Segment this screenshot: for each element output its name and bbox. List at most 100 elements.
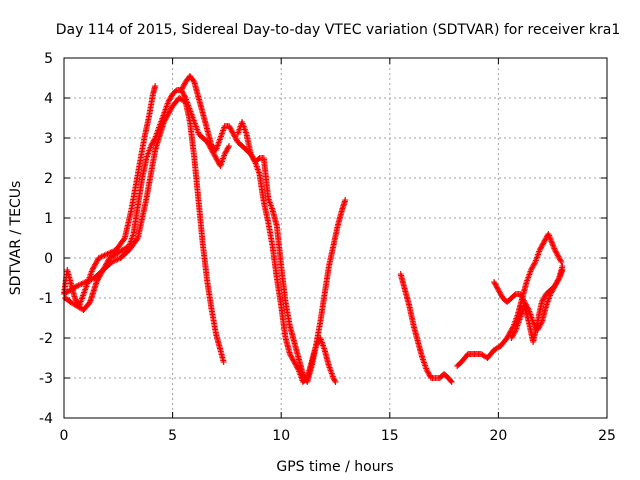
data-point [527,267,534,273]
data-point [100,253,107,259]
data-point [289,355,296,361]
data-point [529,264,536,271]
data-point [82,279,89,285]
data-point [94,277,101,284]
data-point [85,277,92,284]
data-point [552,248,559,255]
y-tick-label: -1 [39,291,53,307]
data-point [249,155,256,161]
data-point [165,111,172,117]
data-point [149,140,156,147]
data-point [165,99,172,105]
data-point [79,280,86,287]
y-tick-label: 0 [44,251,53,267]
data-point [150,139,157,145]
data-point [518,293,525,300]
data-point [226,123,233,129]
data-point [558,259,565,265]
x-axis-label: GPS time / hours [276,459,393,475]
y-axis-label: SDTVAR / TECUs [8,181,24,296]
data-point [231,132,238,139]
data-point [537,245,544,252]
data-point [181,81,188,88]
data-point [180,83,187,89]
data-point [166,96,173,103]
data-point [95,255,102,261]
data-point [91,263,98,269]
data-point [332,379,339,385]
data-point [424,368,431,375]
data-point [92,260,99,267]
data-point [214,157,221,164]
data-point [554,252,561,259]
data-point [90,264,97,271]
data-point [168,105,175,112]
data-point [87,277,94,283]
data-point [289,356,296,363]
data-point [213,156,220,163]
data-point [84,278,91,285]
data-point [492,281,499,288]
data-point [552,281,559,288]
data-point [74,283,81,289]
data-point [294,364,301,371]
data-point [530,261,537,268]
data-point [286,351,293,357]
data-point [133,236,140,243]
data-point [493,283,500,289]
data-point [538,244,545,251]
data-point [212,153,219,160]
data-point [165,97,172,104]
data-point [517,291,524,297]
data-point [224,145,231,152]
data-point [78,281,85,287]
data-point [508,335,515,341]
data-point [226,124,233,131]
data-point [331,376,338,383]
data-point [528,265,535,272]
data-point [542,236,549,243]
data-point [163,113,170,120]
data-point [160,119,167,125]
data-point [520,297,527,304]
data-point [168,93,175,100]
data-point [541,239,548,245]
y-tick-label: 5 [44,51,53,67]
data-point [114,256,121,263]
data-point [120,236,127,243]
data-point [179,84,186,91]
data-point [331,377,338,384]
x-tick-label: 20 [489,428,507,444]
x-tick-label: 0 [60,428,69,444]
x-tick-label: 25 [598,428,616,444]
data-point [228,127,235,133]
data-point [538,299,545,305]
data-point [288,353,295,360]
data-point [89,265,96,272]
x-tick-labels: 0 5 10 15 20 25 [60,428,616,444]
series-arc-3 [61,95,227,365]
data-point [557,257,564,264]
y-tick-label: 2 [44,171,53,187]
data-point [520,296,527,303]
data-point [290,357,297,364]
data-point [519,295,526,301]
data-point [72,296,79,303]
data-point [509,333,516,340]
data-point [448,379,455,385]
data-point [555,253,562,260]
x-tick-label: 5 [168,428,177,444]
data-point [113,257,120,263]
data-point [92,261,99,268]
data-point [293,363,300,369]
data-point [167,107,174,113]
data-point [426,372,433,379]
data-point [539,241,546,248]
data-point [553,249,560,256]
data-point [94,257,101,264]
data-point [495,287,502,293]
series-arc-9 [508,267,566,345]
data-point [86,300,93,307]
